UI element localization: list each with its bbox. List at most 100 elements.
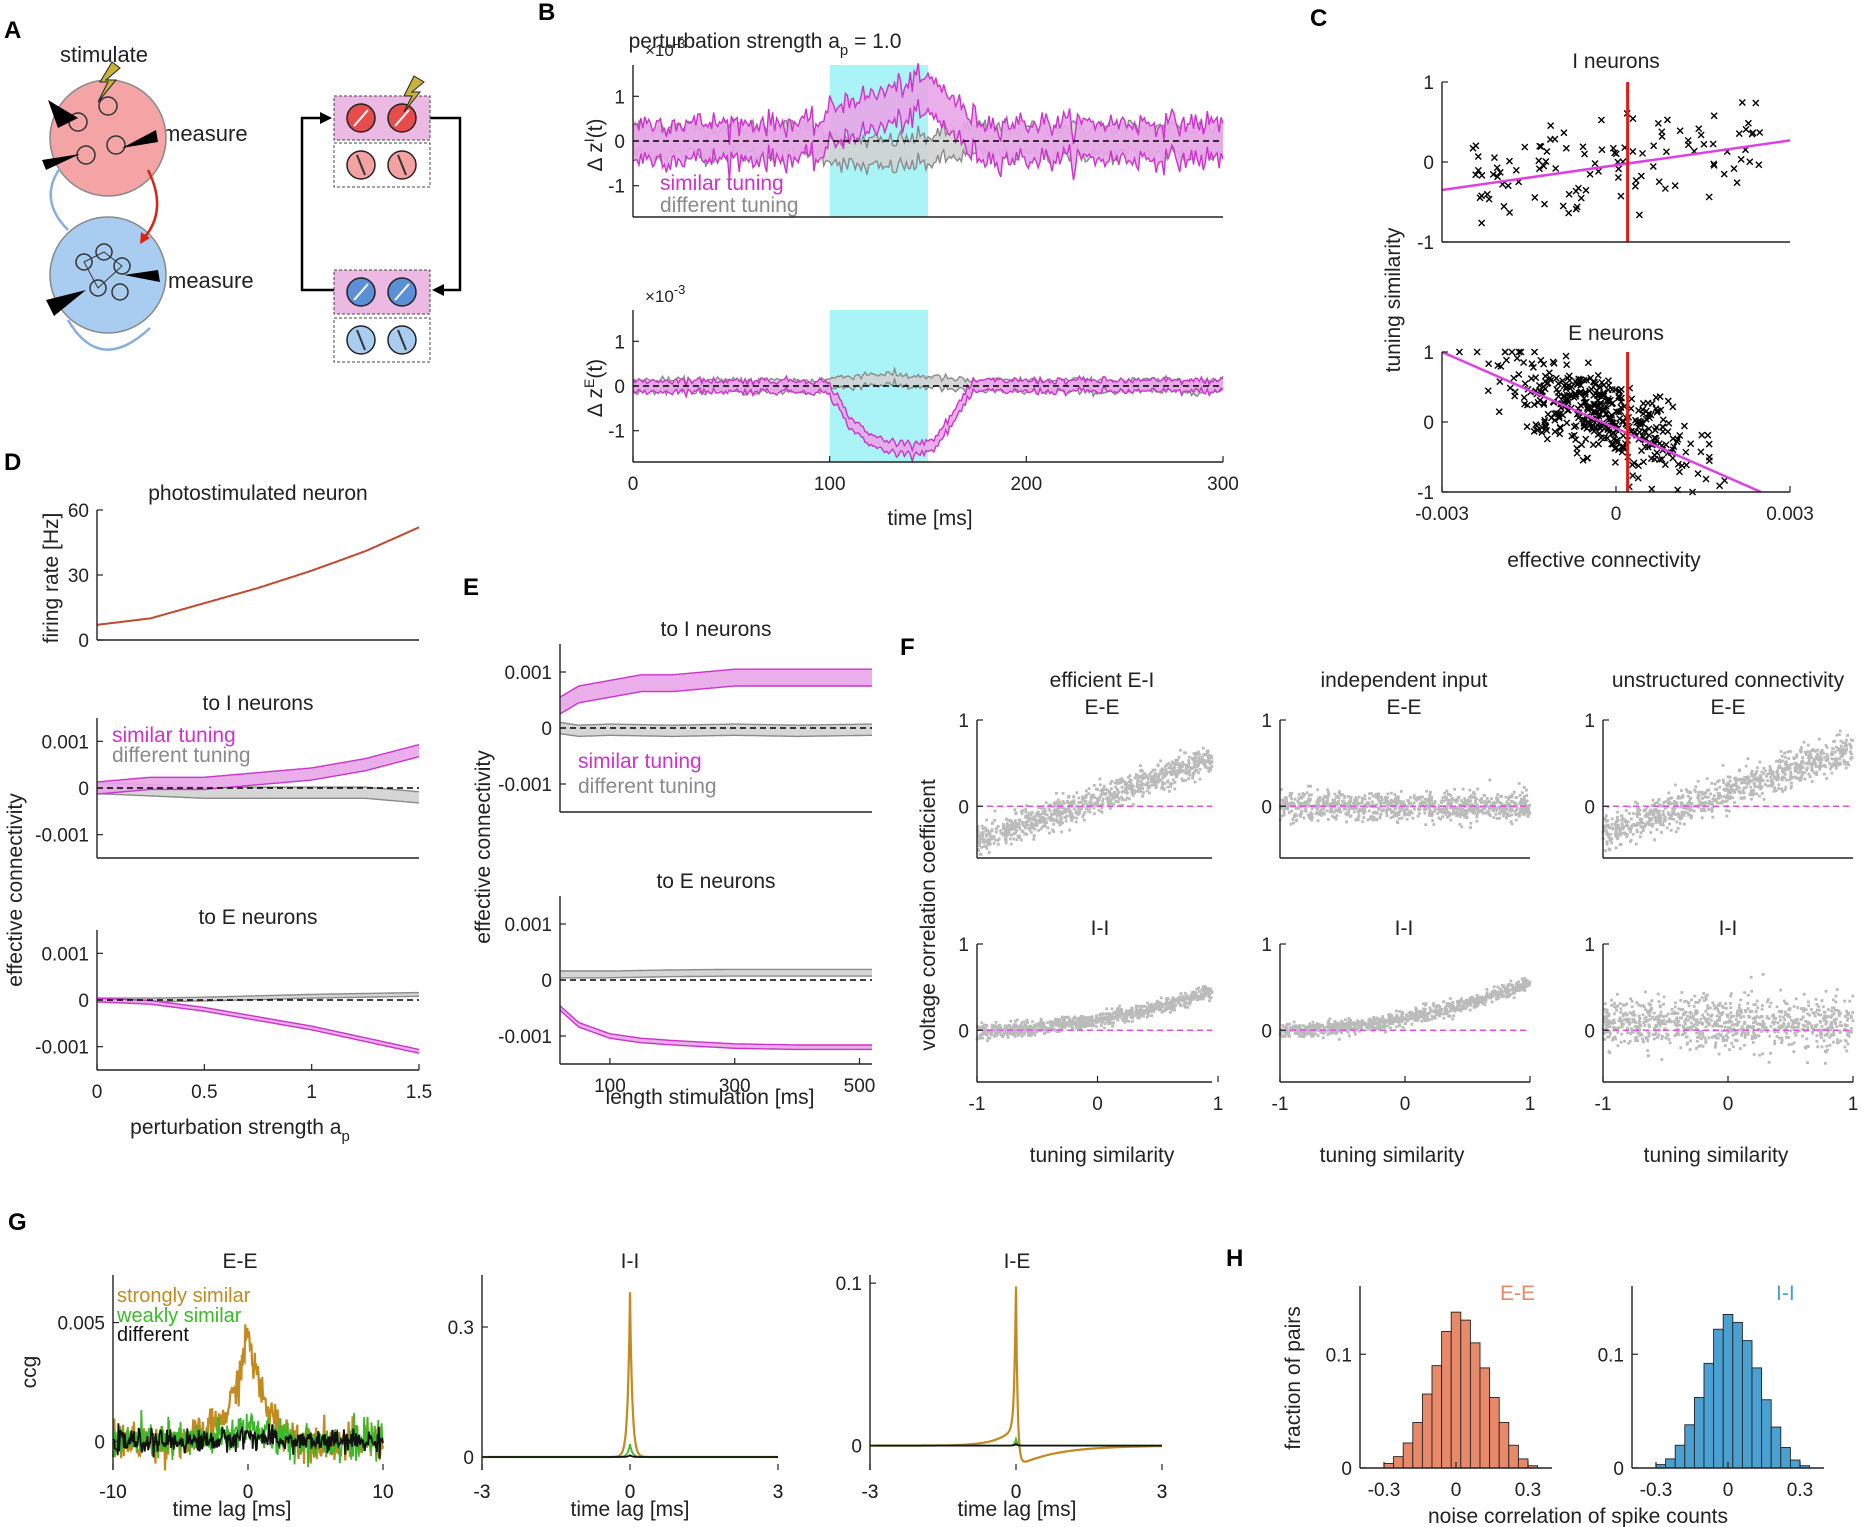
- F-ee-2-point: [1389, 816, 1393, 820]
- F-ee-1-point: [1200, 755, 1204, 759]
- F-ii-1-point: [1143, 1004, 1147, 1008]
- F-ee-2-point: [1522, 797, 1526, 801]
- F-ii-2-point: [1376, 1027, 1380, 1031]
- F-ee-3-point: [1605, 829, 1608, 833]
- E-top-similar-tuning-upper: [559, 668, 872, 698]
- F-ee-2-point: [1357, 795, 1361, 799]
- F-ii-2-point: [1348, 1021, 1352, 1025]
- F-ee-3-point: [1778, 758, 1782, 762]
- F-ee-1-point: [1001, 833, 1005, 837]
- C-bottom-point: [1564, 374, 1572, 382]
- F-ee-3-point: [1636, 811, 1640, 815]
- F-ii-2-point: [1498, 987, 1502, 991]
- F-ee-1-point: [994, 830, 998, 834]
- F-ee-3-point: [1620, 818, 1624, 822]
- F-ee-2-point: [1357, 814, 1361, 818]
- F-ii-1-point: [1024, 1027, 1028, 1031]
- E-top-ytick-label: -0.001: [498, 775, 552, 796]
- F-ee-1-point: [996, 839, 1000, 842]
- F-ee-1-point: [1043, 812, 1047, 816]
- C-bottom-point: [1580, 376, 1588, 384]
- F-ee-3-point: [1723, 789, 1727, 792]
- F-ee-1-point: [1196, 760, 1199, 764]
- F-ii-1-point: [1045, 1030, 1049, 1034]
- F-ii-2-point: [1298, 1029, 1302, 1033]
- F-ee-2-point: [1497, 805, 1501, 809]
- electrode-icon: [124, 270, 160, 282]
- F-ee-3-point: [1814, 764, 1818, 768]
- F-ee-1-point: [1028, 828, 1032, 832]
- F-ee-2-point: [1423, 807, 1426, 811]
- F-ee-3-point: [1783, 766, 1787, 770]
- F-ii-1-point: [1025, 1029, 1029, 1033]
- C-top-point: [1500, 202, 1508, 210]
- F-ee-2-point: [1303, 802, 1307, 806]
- F-ee-3-point: [1789, 776, 1793, 780]
- F-ee-3-point: [1753, 777, 1757, 781]
- F-ee-1-point: [1059, 814, 1063, 818]
- F-ee-2-point: [1280, 798, 1284, 802]
- F-ee-3-point: [1742, 796, 1746, 800]
- F-ii-1-point: [1090, 1019, 1093, 1023]
- F-ee-3-point: [1830, 757, 1834, 761]
- C-bottom-point: [1595, 391, 1603, 399]
- F-ii-2-point: [1356, 1019, 1360, 1023]
- C-bottom-point: [1539, 387, 1547, 395]
- F-ee-2-point: [1474, 799, 1478, 803]
- F-ee-2-point: [1369, 792, 1373, 795]
- F-ee-3-point: [1810, 756, 1814, 760]
- F-ee-1-point: [1137, 789, 1141, 792]
- F-ee-2-point: [1468, 788, 1472, 792]
- F-ee-3-point: [1801, 759, 1804, 763]
- C-bottom-point: [1562, 352, 1570, 360]
- F-ee-3-point: [1729, 787, 1733, 791]
- F-ii-2-point: [1337, 1022, 1341, 1026]
- F-ii-1-point: [1123, 1012, 1127, 1016]
- F-ee-2-point: [1317, 811, 1320, 815]
- F-ee-2-point: [1476, 806, 1480, 809]
- F-ee-2-point: [1397, 817, 1401, 820]
- F-ee-3-point: [1696, 796, 1700, 800]
- F-ee-2-ytick-label: 1: [1261, 711, 1272, 732]
- F-ii-1-point: [1157, 1000, 1160, 1004]
- F-ee-2-point: [1385, 798, 1389, 802]
- F-ee-2-point: [1403, 803, 1406, 806]
- F-ii-1-point: [1163, 1009, 1166, 1013]
- F-ee-3-point: [1638, 812, 1642, 816]
- F-ee-3-point: [1658, 819, 1661, 823]
- D-bottom-ytick-label: -0.001: [35, 1038, 89, 1059]
- F-ee-1-point: [1205, 752, 1208, 756]
- F-ii-2-point: [1375, 1025, 1379, 1029]
- F-ii-1-point: [1106, 1015, 1110, 1019]
- F-ee-3-point: [1747, 777, 1750, 781]
- F-ii-1-point: [1001, 1035, 1005, 1039]
- F-ii-1-point: [981, 1032, 985, 1036]
- F-ee-1-point: [1120, 785, 1124, 789]
- F-ee-1-point: [1075, 804, 1078, 808]
- F-ee-1-point: [986, 843, 990, 847]
- F-ee-2-point: [1367, 801, 1371, 805]
- F-ii-1-point: [1033, 1033, 1037, 1037]
- F-ee-1-point: [1174, 760, 1178, 764]
- F-ii-1-point: [1039, 1027, 1043, 1031]
- F-ee-2-point: [1483, 799, 1487, 803]
- F-ee-3-point: [1812, 771, 1816, 775]
- F-ee-3-point: [1672, 817, 1675, 821]
- C-top-point: [1562, 144, 1570, 152]
- F-ee-2-point: [1455, 807, 1459, 811]
- F-ii-1-point: [1079, 1015, 1083, 1019]
- F-ee-1-point: [996, 825, 1000, 828]
- D-bottom-xtick-label: 0: [92, 1082, 103, 1103]
- F-ii-2-point: [1298, 1035, 1302, 1038]
- F-ii-1-point: [1131, 1010, 1135, 1014]
- F-ee-2-point: [1293, 812, 1297, 816]
- D-bottom-different-tuning-upper: [97, 991, 420, 999]
- F-ee-1-point: [1170, 760, 1174, 764]
- F-ee-3-point: [1745, 782, 1749, 786]
- F-ee-1-point: [1076, 811, 1080, 815]
- F-ee-1-point: [1033, 815, 1036, 818]
- F-ee-3-point: [1769, 769, 1773, 772]
- F-ee-1-point: [1085, 807, 1088, 811]
- F-ee-2-point: [1393, 811, 1397, 815]
- F-ee-2-point: [1363, 810, 1367, 813]
